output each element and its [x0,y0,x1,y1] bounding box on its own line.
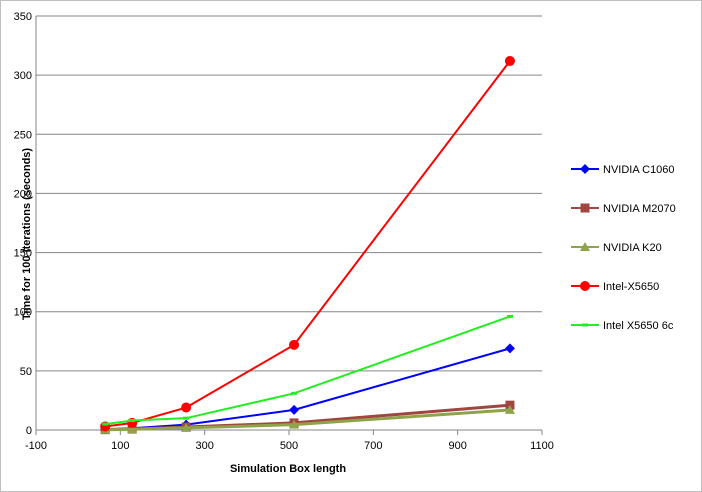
legend-label: NVIDIA M2070 [603,203,676,215]
data-point [102,422,109,426]
series-line [105,315,511,426]
series-line [105,60,511,428]
legend-label: Intel-X5650 [603,281,659,293]
legend-marker [582,323,588,327]
legend-marker [580,164,590,174]
legend-label: NVIDIA K20 [603,242,662,254]
series-intel-x5650-6c [102,314,513,426]
legend: NVIDIA C1060 NVIDIA M2070 NVIDIA K20 Intel-… [571,164,676,332]
tick-labels: 0 50 100 150 200 250 300 350 -100 100 300 500 700 900… [14,11,554,452]
data-point [291,391,298,395]
data-point [183,416,190,420]
data-point [289,419,300,429]
data-point [504,55,515,66]
legend-item-nvidia-k20: NVIDIA K20 [571,242,662,254]
data-point [181,402,192,413]
x-axis-title: Simulation Box length [230,463,346,475]
y-axis-title: Time for 100 Iterations (seconds) [21,148,33,321]
x-tick-label: 900 [448,440,466,452]
legend-item-intel-x5650: Intel-X5650 [571,281,659,293]
y-tick-label: 300 [14,70,32,82]
data-point [504,404,515,414]
data-point [289,404,300,415]
data-point [504,343,515,354]
grid-lines [36,15,542,431]
legend-item-nvidia-m2070: NVIDIA M2070 [571,203,676,215]
y-tick-label: 350 [14,11,32,23]
y-tick-label: 50 [20,366,32,378]
y-tick-label: 250 [14,129,32,141]
y-tick-label: 0 [26,425,32,437]
data-point [181,422,192,432]
x-tick-label: 100 [111,440,129,452]
series-layer [100,55,515,435]
legend-label: NVIDIA C1060 [603,164,675,176]
x-tick-label: -100 [25,440,47,452]
data-point [129,419,136,423]
legend-marker [580,281,590,291]
data-point [127,424,138,434]
x-tick-label: 500 [280,440,298,452]
y-tick-label: 150 [14,248,32,260]
legend-marker [580,242,590,251]
axes [35,16,543,435]
legend-marker [580,203,590,213]
data-point [289,339,300,350]
legend-item-nvidia-c1060: NVIDIA C1060 [571,164,675,176]
x-tick-label: 1100 [530,440,554,452]
y-tick-label: 200 [14,188,32,200]
x-tick-label: 700 [364,440,382,452]
legend-label: Intel X5650 6c [603,320,674,332]
data-point [506,314,513,318]
x-tick-label: 300 [195,440,213,452]
y-tick-label: 100 [14,307,32,319]
series-intel-x5650 [100,55,515,432]
legend-item-intel-x5650-6c: Intel X5650 6c [571,320,674,332]
